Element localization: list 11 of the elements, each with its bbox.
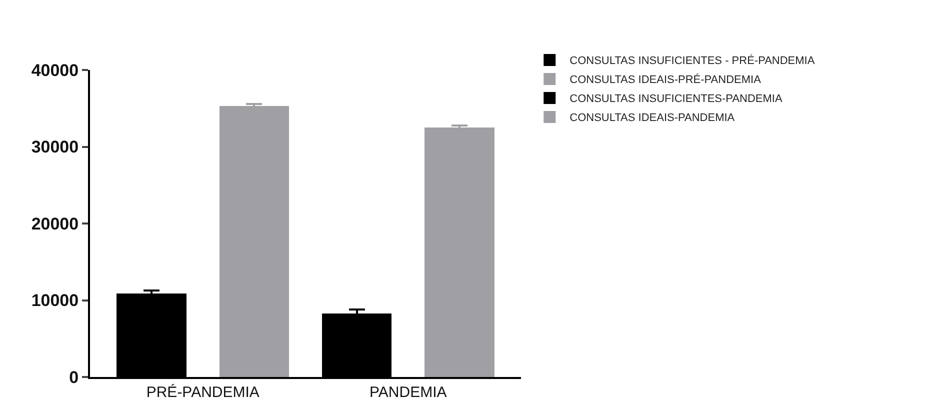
- x-tick-label: PRÉ-PANDEMIA: [146, 383, 260, 401]
- legend-label: CONSULTAS INSUFICIENTES-PANDEMIA: [570, 93, 783, 106]
- y-tick-label: 40000: [31, 60, 79, 80]
- legend-label: CONSULTAS INSUFICIENTES - PRÉ-PANDEMIA: [570, 54, 816, 68]
- y-tick-label: 20000: [31, 214, 79, 234]
- legend-label: CONSULTAS IDEAIS-PRÉ-PANDEMIA: [570, 73, 762, 86]
- y-tick-label: 0: [69, 368, 79, 387]
- y-tick-label: 30000: [31, 138, 79, 157]
- x-tick-label: PANDEMIA: [370, 384, 447, 401]
- y-tick-label: 10000: [31, 291, 79, 310]
- legend-label: CONSULTAS IDEAIS-PANDEMIA: [570, 112, 736, 124]
